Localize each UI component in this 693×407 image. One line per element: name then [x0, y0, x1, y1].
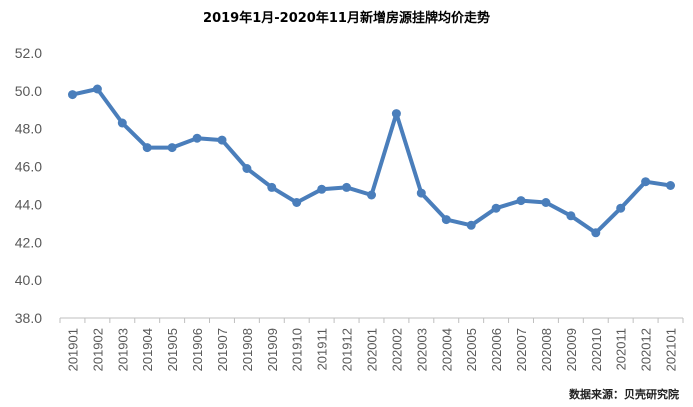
x-tick-label: 202002: [389, 328, 404, 371]
x-tick-label: 201903: [115, 328, 130, 371]
data-point: [616, 203, 626, 213]
x-tick-label: 202101: [664, 328, 679, 371]
x-tick-label: 202006: [489, 328, 504, 371]
x-tick-label: 201909: [265, 328, 280, 371]
data-point: [591, 228, 601, 238]
x-tick-label: 202012: [639, 328, 654, 371]
data-point: [466, 220, 476, 230]
data-point: [641, 177, 651, 187]
x-tick-label: 202005: [464, 328, 479, 371]
y-axis-tick-labels: 52.0 50.0 48.0 46.0 44.0 42.0 40.0 38.0: [15, 45, 42, 326]
x-tick-label: 201907: [215, 328, 230, 371]
data-point: [367, 190, 376, 200]
data-point: [68, 90, 77, 100]
x-tick-label: 202010: [589, 328, 604, 371]
y-tick-label: 46.0: [15, 159, 42, 175]
data-point: [267, 182, 277, 192]
data-point: [566, 211, 576, 221]
x-tick-label: 201904: [140, 328, 155, 371]
x-axis-tick-labels: 201901 201902 201903 201904 201905 201906 2019…: [65, 328, 678, 371]
data-point: [516, 196, 526, 206]
y-tick-label: 52.0: [15, 45, 42, 61]
y-tick-label: 42.0: [15, 234, 42, 250]
data-point: [242, 164, 252, 173]
x-tick-label: 202001: [365, 328, 380, 371]
series-points: [68, 84, 675, 238]
data-point: [317, 184, 327, 194]
data-point: [391, 109, 401, 119]
data-point: [142, 143, 152, 153]
data-point: [416, 188, 426, 198]
x-tick-label: 202004: [439, 328, 454, 371]
y-tick-label: 44.0: [15, 196, 42, 212]
x-tick-label: 201911: [315, 328, 330, 370]
data-point: [192, 133, 202, 143]
y-tick-label: 38.0: [15, 310, 42, 326]
chart-title: 2019年1月-2020年11月新增房源挂牌均价走势: [203, 11, 490, 26]
x-axis-ticks: [59, 318, 684, 323]
data-point: [217, 135, 227, 145]
y-tick-label: 48.0: [15, 121, 42, 137]
data-point: [292, 198, 302, 207]
x-tick-label: 201902: [90, 328, 105, 371]
x-tick-label: 201906: [190, 328, 205, 371]
data-point: [92, 84, 102, 94]
x-tick-label: 201908: [240, 328, 255, 371]
x-tick-label: 202009: [564, 328, 579, 371]
data-point: [441, 215, 451, 225]
x-tick-label: 201901: [65, 328, 80, 371]
data-point: [541, 198, 551, 207]
x-tick-label: 202008: [539, 328, 554, 371]
x-tick-label: 201910: [290, 328, 305, 371]
series-line: [70, 87, 673, 235]
y-tick-label: 50.0: [15, 83, 42, 99]
x-tick-label: 201905: [165, 328, 180, 371]
data-point: [491, 203, 501, 213]
x-tick-label: 201912: [340, 328, 355, 371]
data-point: [666, 181, 675, 190]
data-point: [342, 182, 352, 192]
x-tick-label: 202011: [614, 328, 629, 370]
x-tick-label: 202003: [414, 328, 429, 371]
y-tick-label: 40.0: [15, 272, 42, 288]
source-note: 数据来源：贝壳研究院: [569, 388, 679, 401]
data-point: [167, 143, 177, 153]
x-tick-label: 202007: [514, 328, 529, 371]
data-point: [117, 118, 127, 128]
